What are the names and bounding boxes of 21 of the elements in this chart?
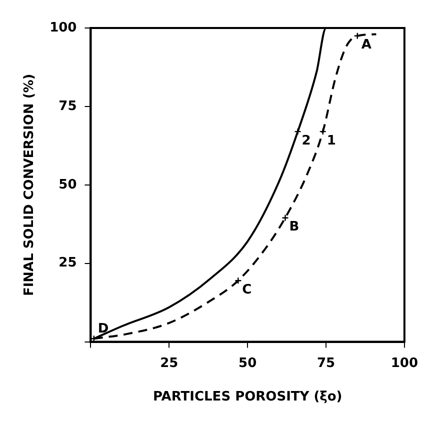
annotation: A [361,38,372,53]
y-tick-label: 25 [58,256,77,271]
x-tick-label: 75 [316,356,336,371]
y-tick-label: 100 [50,20,77,36]
annotation: C [242,282,252,298]
y-tick-label: 75 [58,98,77,114]
annotation: 2 [302,133,311,148]
y-axis-title: FINAL SOLID CONVERSION (%) [22,74,38,296]
x-tick-label: 100 [390,356,418,371]
annotation: 1 [326,133,336,148]
point [319,128,326,136]
point [354,32,361,40]
point [294,128,302,136]
x-tick-label: 25 [160,356,178,371]
annotation: B [289,220,300,235]
point [234,277,242,284]
annotation: D [98,322,109,337]
y-tick-label: 50 [58,177,77,192]
point [282,214,289,222]
x-tick-label: 50 [238,356,257,371]
x-axis-title: PARTICLES POROSITY (ξo) [152,390,342,405]
